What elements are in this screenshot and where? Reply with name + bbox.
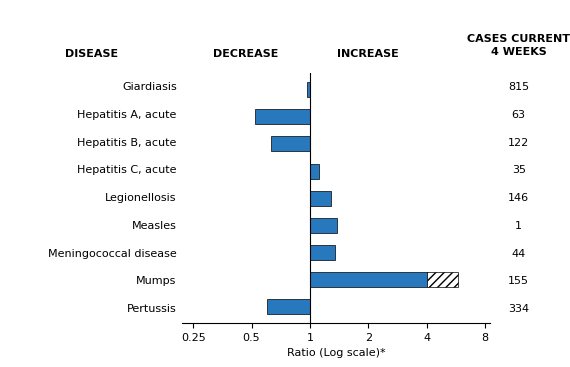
Text: 1: 1 — [515, 221, 522, 231]
Text: 334: 334 — [508, 304, 530, 314]
Text: Meningococcal disease: Meningococcal disease — [48, 248, 177, 259]
Text: 122: 122 — [508, 138, 530, 148]
Bar — [271, 137, 310, 151]
Text: Giardiasis: Giardiasis — [122, 82, 177, 92]
Text: Hepatitis A, acute: Hepatitis A, acute — [78, 110, 177, 120]
Text: Hepatitis B, acute: Hepatitis B, acute — [78, 138, 177, 148]
Bar — [255, 109, 310, 124]
Text: DECREASE: DECREASE — [214, 49, 279, 59]
Bar — [310, 245, 335, 260]
Text: 155: 155 — [508, 276, 529, 286]
Bar — [310, 164, 319, 178]
Text: INCREASE: INCREASE — [337, 49, 399, 59]
Text: Pertussis: Pertussis — [127, 304, 177, 314]
Bar — [307, 82, 310, 97]
Bar — [427, 272, 458, 287]
Text: Hepatitis C, acute: Hepatitis C, acute — [77, 166, 177, 175]
Text: CASES CURRENT
4 WEEKS: CASES CURRENT 4 WEEKS — [467, 34, 570, 57]
Text: Legionellosis: Legionellosis — [105, 193, 177, 203]
Text: 815: 815 — [508, 82, 530, 92]
Text: 63: 63 — [512, 110, 526, 120]
Bar — [310, 272, 427, 287]
Bar — [267, 299, 310, 314]
Text: 44: 44 — [512, 248, 526, 259]
Text: DISEASE: DISEASE — [64, 49, 118, 59]
Bar — [310, 218, 337, 233]
X-axis label: Ratio (Log scale)*: Ratio (Log scale)* — [287, 348, 386, 358]
Text: 35: 35 — [512, 166, 526, 175]
Text: 146: 146 — [508, 193, 530, 203]
Text: Measles: Measles — [132, 221, 177, 231]
Text: Mumps: Mumps — [136, 276, 177, 286]
Bar — [310, 191, 331, 206]
